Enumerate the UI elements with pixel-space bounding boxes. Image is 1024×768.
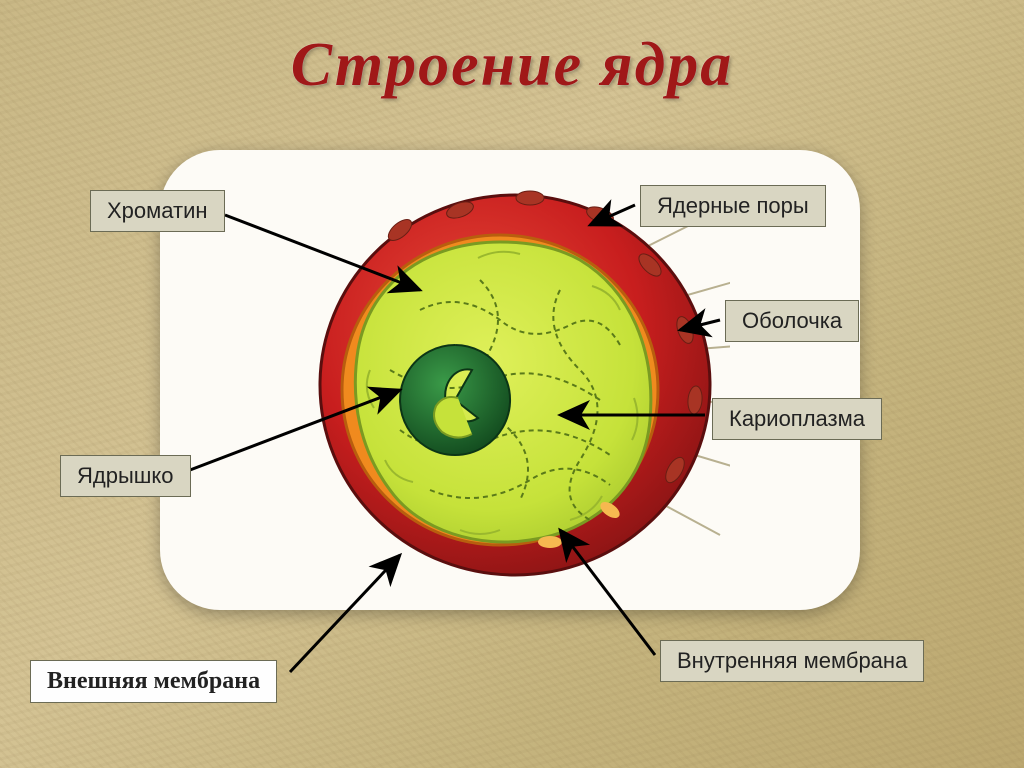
page-title: Строение ядра xyxy=(0,30,1024,101)
label-nucleolus: Ядрышко xyxy=(60,455,191,497)
label-envelope: Оболочка xyxy=(725,300,859,342)
label-outer-membrane: Внешняя мембрана xyxy=(30,660,277,703)
label-chromatin: Хроматин xyxy=(90,190,225,232)
label-karyoplasm: Кариоплазма xyxy=(712,398,882,440)
nucleus-diagram xyxy=(300,170,730,600)
label-nuclear-pores: Ядерные поры xyxy=(640,185,826,227)
label-inner-membrane: Внутренняя мембрана xyxy=(660,640,924,682)
